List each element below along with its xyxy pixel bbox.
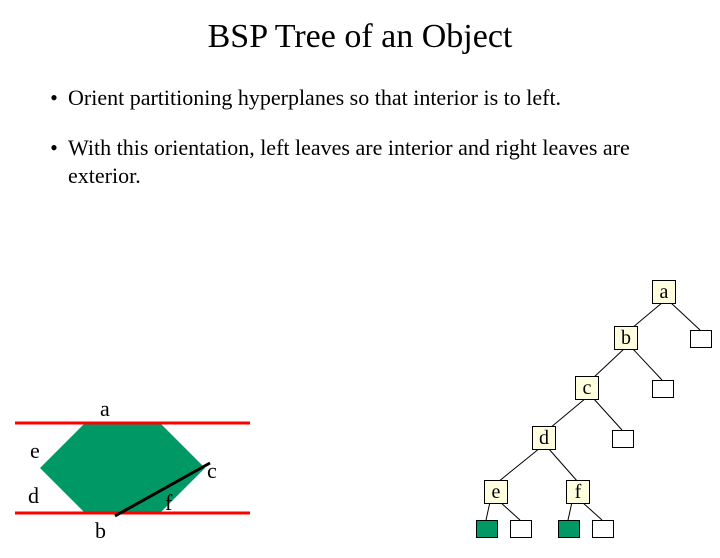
tree-edge	[632, 348, 662, 380]
tree-leaf-exterior	[592, 520, 614, 538]
diagram-area: a b c d e f abcdef	[0, 268, 720, 558]
bullet-text: Orient partitioning hyperplanes so that …	[68, 84, 680, 112]
tree-leaf-exterior	[690, 330, 712, 348]
tree-edge	[582, 502, 602, 520]
tree-leaf-exterior	[510, 520, 532, 538]
tree-node-a: a	[652, 280, 676, 304]
bullet-dot: •	[40, 84, 68, 112]
tree-edge	[632, 302, 663, 328]
tree-node-f: f	[566, 480, 590, 504]
tree-edges	[0, 268, 720, 558]
tree-leaf-exterior	[612, 430, 634, 448]
bullet-text: With this orientation, left leaves are i…	[68, 134, 680, 190]
tree-edge	[568, 502, 572, 520]
tree-node-c: c	[575, 376, 599, 400]
tree-edge	[550, 398, 586, 428]
page-title: BSP Tree of an Object	[0, 18, 720, 56]
tree-leaf-interior	[476, 520, 498, 538]
tree-edge	[498, 448, 540, 482]
tree-node-b: b	[614, 326, 638, 350]
bullet-item: • With this orientation, left leaves are…	[40, 134, 680, 190]
tree-edge	[593, 398, 622, 430]
tree-node-e: e	[484, 480, 508, 504]
tree-leaf-exterior	[652, 380, 674, 398]
tree-leaf-interior	[558, 520, 580, 538]
tree-edge	[486, 502, 490, 520]
tree-edge	[593, 348, 625, 378]
bullet-item: • Orient partitioning hyperplanes so tha…	[40, 84, 680, 112]
bullet-dot: •	[40, 134, 68, 190]
tree-edge	[500, 502, 520, 520]
tree-edge	[670, 302, 700, 330]
bullet-list: • Orient partitioning hyperplanes so tha…	[40, 84, 680, 190]
tree-node-d: d	[532, 426, 556, 450]
tree-edge	[548, 448, 578, 482]
